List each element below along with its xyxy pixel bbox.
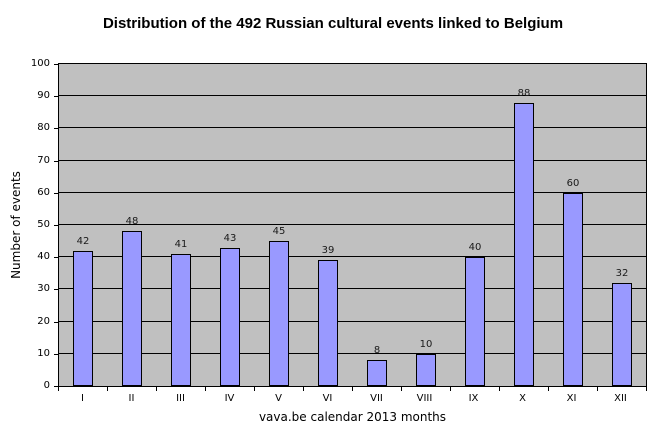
gridline [59,224,646,225]
y-tick-label: 10 [37,348,50,359]
bar-value-label: 8 [373,345,381,356]
x-tick-mark [156,387,157,391]
bar [171,254,191,386]
y-tick-mark [54,322,58,323]
x-axis-title: vava.be calendar 2013 months [258,410,447,424]
x-category-label: X [519,393,526,404]
y-tick-label: 70 [37,155,50,166]
y-tick-mark [54,386,58,387]
y-tick-label: 50 [37,219,50,230]
bar-value-label: 88 [517,88,531,99]
bar [416,354,436,386]
x-tick-mark [401,387,402,391]
x-category-label: XI [566,393,577,404]
y-tick-label: 90 [37,90,50,101]
bar [318,260,338,386]
bar [269,241,289,386]
bar-value-label: 48 [125,216,139,227]
bar [367,360,387,386]
x-category-label: VII [370,393,383,404]
bar-value-label: 43 [223,233,237,244]
bar-value-label: 41 [174,239,188,250]
bar [73,251,93,386]
gridline [59,321,646,322]
gridline [59,192,646,193]
x-tick-mark [597,387,598,391]
plot-area: 42 48 41 43 45 39 8 10 40 88 60 32 [58,63,647,387]
x-category-label: IV [224,393,235,404]
x-category-label: XII [614,393,627,404]
bar-value-label: 10 [419,339,433,350]
bar-value-label: 40 [468,242,482,253]
gridline [59,160,646,161]
x-tick-mark [548,387,549,391]
bar-value-label: 42 [76,236,90,247]
x-tick-mark [254,387,255,391]
y-tick-mark [54,64,58,65]
bar [514,103,534,386]
gridline [59,256,646,257]
bar [220,248,240,386]
y-tick-mark [54,193,58,194]
y-tick-mark [54,225,58,226]
y-tick-mark [54,128,58,129]
y-tick-mark [54,354,58,355]
x-category-label: I [81,393,84,404]
y-tick-label: 30 [37,283,50,294]
gridline [59,353,646,354]
bar-value-label: 39 [321,245,335,256]
bar [465,257,485,386]
x-tick-mark [352,387,353,391]
y-tick-label: 80 [37,122,50,133]
x-category-label: V [275,393,282,404]
bar [122,231,142,386]
x-category-label: III [176,393,185,404]
bar [612,283,632,386]
x-category-label: VI [322,393,333,404]
y-tick-label: 0 [43,380,50,391]
bar [563,193,583,386]
y-tick-mark [54,289,58,290]
gridline [59,127,646,128]
bar-value-label: 45 [272,226,286,237]
x-tick-mark [58,387,59,391]
gridline [59,95,646,96]
x-tick-mark [205,387,206,391]
y-tick-mark [54,161,58,162]
x-category-label: IX [468,393,479,404]
x-tick-mark [450,387,451,391]
y-tick-label: 60 [37,187,50,198]
bar-value-label: 60 [566,178,580,189]
chart-title: Distribution of the 492 Russian cultural… [102,15,564,32]
x-tick-mark [107,387,108,391]
y-tick-label: 40 [37,251,50,262]
x-tick-mark [499,387,500,391]
y-tick-mark [54,257,58,258]
y-tick-mark [54,96,58,97]
y-tick-label: 100 [30,58,50,69]
gridline [59,288,646,289]
x-category-label: VIII [416,393,433,404]
y-tick-label: 20 [37,316,50,327]
x-tick-mark [646,387,647,391]
x-category-label: II [128,393,135,404]
bar-value-label: 32 [615,268,629,279]
x-tick-mark [303,387,304,391]
